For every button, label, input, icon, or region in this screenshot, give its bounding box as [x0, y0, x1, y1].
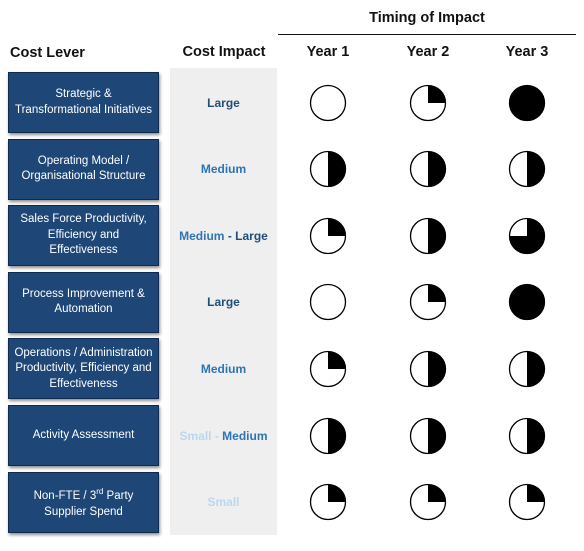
cost-impact-segment: Large — [207, 95, 240, 110]
harvey-ball-year-2 — [408, 416, 448, 456]
cost-impact-value: Medium — [170, 359, 277, 379]
harvey-ball-outline — [309, 284, 347, 321]
cost-impact-segment: Small — [179, 428, 212, 443]
harvey-ball-year-2 — [408, 349, 448, 389]
cost-lever-box: Activity Assessment — [8, 405, 159, 466]
harvey-ball-fill — [328, 351, 346, 369]
harvey-ball-year-3 — [507, 349, 547, 389]
cost-lever-label: Non-FTE / 3rd Party Supplier Spend — [33, 487, 134, 518]
harvey-ball-fill — [328, 151, 346, 187]
harvey-ball-fill — [527, 151, 545, 187]
harvey-ball-fill — [428, 351, 446, 387]
harvey-ball-fill — [428, 85, 446, 103]
cost-lever-label: Sales Force Productivity, Efficiency and… — [20, 213, 147, 257]
harvey-ball-outline — [309, 84, 347, 121]
cost-impact-segment: - — [224, 228, 236, 243]
harvey-ball-year-2 — [408, 216, 448, 256]
cost-lever-label: Operating Model / Organisational Structu… — [21, 154, 146, 183]
harvey-ball-year-1 — [308, 282, 348, 322]
harvey-ball-year-2 — [408, 282, 448, 322]
harvey-ball-year-1 — [308, 149, 348, 189]
cost-impact-segment: Medium — [200, 361, 247, 376]
cost-lever-box: Operations / Administration Productivity… — [8, 338, 159, 400]
harvey-ball-year-3 — [507, 416, 547, 456]
harvey-ball-fill — [509, 218, 545, 254]
cost-impact-segment: Small — [207, 495, 240, 510]
cost-impact-segment: - — [211, 428, 223, 443]
harvey-ball-fill — [428, 218, 446, 254]
cost-lever-box: Strategic & Transformational Initiatives — [8, 72, 159, 133]
harvey-ball-fill — [328, 418, 346, 453]
harvey-ball-fill — [527, 418, 545, 453]
cost-lever-label: Process Improvement & Automation — [22, 287, 145, 316]
cost-lever-label: Operations / Administration Productivity… — [14, 346, 153, 390]
harvey-ball-outline — [508, 84, 546, 121]
cost-impact-header: Cost Impact — [182, 44, 266, 60]
timing-of-impact-title: Timing of Impact — [369, 10, 485, 26]
harvey-ball-year-2 — [408, 149, 448, 189]
cost-impact-segment: Large — [235, 228, 268, 243]
harvey-ball-year-3 — [507, 83, 547, 123]
cost-impact-value: Medium — [170, 159, 277, 179]
cost-lever-label: Strategic & Transformational Initiatives — [15, 88, 152, 116]
cost-lever-label: Activity Assessment — [32, 428, 135, 441]
cost-impact-value: Small — [170, 492, 277, 512]
cost-impact-segment: Medium — [179, 228, 225, 243]
harvey-ball-year-1 — [308, 416, 348, 456]
harvey-ball-year-3 — [507, 216, 547, 256]
harvey-ball-fill — [428, 284, 446, 303]
harvey-ball-year-3 — [507, 149, 547, 189]
harvey-ball-fill — [328, 484, 346, 503]
harvey-ball-year-1 — [308, 216, 348, 256]
cost-impact-column-band — [170, 68, 277, 535]
cost-impact-value: Small - Medium — [170, 426, 277, 446]
harvey-ball-fill — [428, 151, 446, 187]
harvey-ball-year-1 — [308, 482, 348, 522]
harvey-ball-fill — [527, 351, 545, 387]
cost-impact-value: Medium - Large — [170, 226, 277, 246]
year-3-header: Year 3 — [505, 44, 549, 60]
harvey-ball-year-2 — [408, 482, 448, 522]
harvey-ball-year-3 — [507, 282, 547, 322]
cost-impact-segment: Large — [207, 295, 240, 310]
harvey-ball-outline — [508, 284, 546, 321]
cost-impact-segment: Medium — [200, 162, 247, 177]
harvey-ball-year-1 — [308, 349, 348, 389]
harvey-ball-fill — [328, 218, 346, 236]
cost-lever-box: Sales Force Productivity, Efficiency and… — [8, 205, 159, 267]
harvey-ball-fill — [527, 484, 545, 503]
harvey-ball-year-3 — [507, 482, 547, 522]
cost-impact-value: Large — [170, 93, 277, 113]
harvey-ball-fill — [428, 418, 446, 453]
year-2-header: Year 2 — [406, 44, 450, 60]
cost-lever-box: Operating Model / Organisational Structu… — [8, 138, 159, 200]
harvey-ball-year-1 — [308, 83, 348, 123]
cost-lever-box: Process Improvement & Automation — [8, 271, 159, 333]
cost-lever-box: Non-FTE / 3rd Party Supplier Spend — [8, 471, 159, 533]
cost-lever-header: Cost Lever — [10, 45, 85, 61]
cost-impact-value: Large — [170, 292, 277, 312]
harvey-ball-year-2 — [408, 83, 448, 123]
harvey-ball-fill — [428, 484, 446, 503]
year-1-header: Year 1 — [306, 44, 350, 60]
timing-header-rule — [278, 34, 576, 35]
cost-impact-segment: Medium — [222, 428, 268, 443]
